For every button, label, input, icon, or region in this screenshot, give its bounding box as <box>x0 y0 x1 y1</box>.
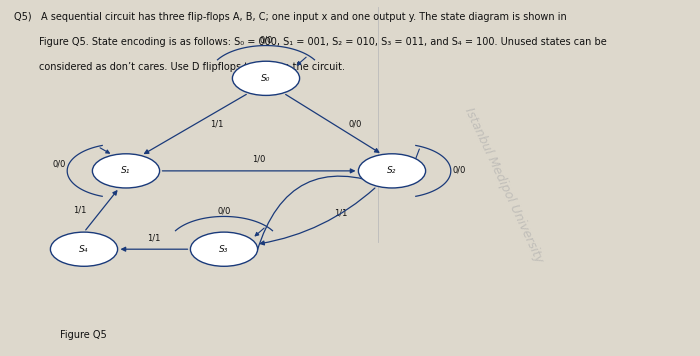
Text: 0/0: 0/0 <box>259 35 273 44</box>
Circle shape <box>232 61 300 95</box>
Text: 0/0: 0/0 <box>217 206 231 215</box>
Text: 0/0: 0/0 <box>52 159 66 168</box>
Text: 1/0: 1/0 <box>252 154 266 163</box>
Text: S₁: S₁ <box>121 166 131 176</box>
Text: Figure Q5: Figure Q5 <box>60 330 106 340</box>
Text: 1/1: 1/1 <box>73 205 86 214</box>
Text: considered as don’t cares. Use D flipflops to design the circuit.: considered as don’t cares. Use D flipflo… <box>14 62 345 72</box>
Text: Istanbul Medipol University: Istanbul Medipol University <box>462 105 546 265</box>
Text: S₄: S₄ <box>79 245 89 254</box>
Text: 1/1: 1/1 <box>334 209 347 218</box>
Text: S₀: S₀ <box>261 74 271 83</box>
Text: Figure Q5. State encoding is as follows: S₀ = 000, S₁ = 001, S₂ = 010, S₃ = 011,: Figure Q5. State encoding is as follows:… <box>14 37 607 47</box>
Text: S₃: S₃ <box>219 245 229 254</box>
Text: 1/1: 1/1 <box>147 234 161 243</box>
Text: 0/0: 0/0 <box>348 119 362 128</box>
Circle shape <box>50 232 118 266</box>
Text: Q5)   A sequential circuit has three flip-flops A, B, C; one input x and one out: Q5) A sequential circuit has three flip-… <box>14 12 567 22</box>
Text: 0/0: 0/0 <box>452 166 466 175</box>
Circle shape <box>92 154 160 188</box>
Text: 1/1: 1/1 <box>210 120 223 129</box>
Circle shape <box>358 154 426 188</box>
Text: S₂: S₂ <box>387 166 397 176</box>
Circle shape <box>190 232 258 266</box>
